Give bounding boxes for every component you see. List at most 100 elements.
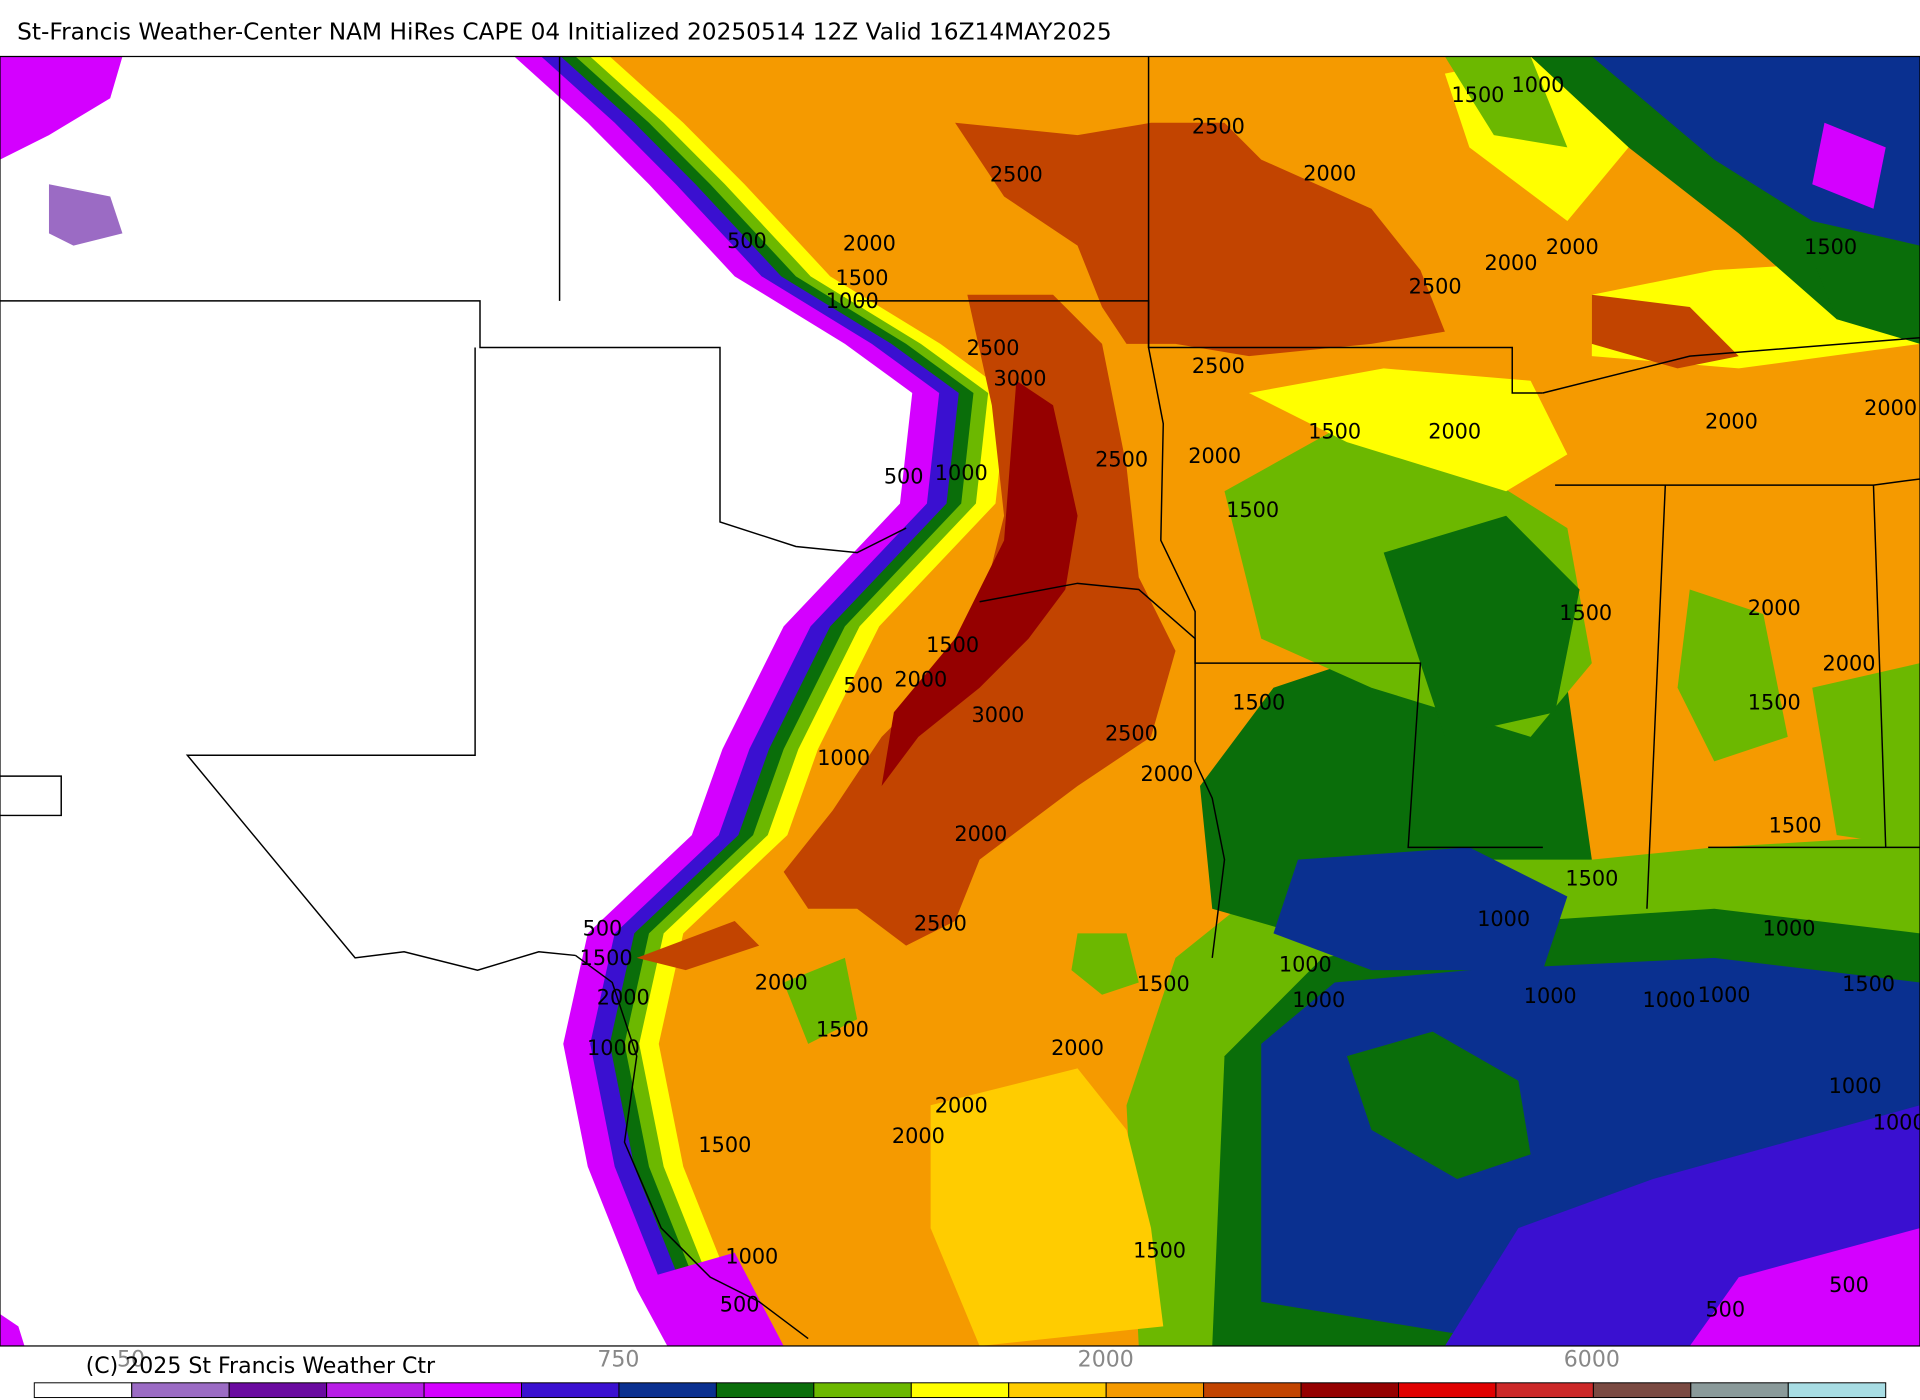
state-borders [0, 56, 1920, 1340]
contour-label: 2500 [1095, 448, 1148, 472]
contour-label: 2000 [894, 667, 947, 691]
cape-region [881, 380, 1078, 786]
contour-label: 1500 [1137, 972, 1190, 996]
cape-region [1677, 589, 1788, 762]
cape-region [648, 1252, 784, 1346]
cape-region [1248, 368, 1568, 492]
cape-region [1591, 294, 1739, 369]
colorbar-swatch [1008, 1382, 1107, 1399]
contour-label: 1500 [816, 1017, 869, 1041]
contour-label: 2000 [1140, 762, 1193, 786]
colorbar-swatch [1300, 1382, 1399, 1399]
colorbar-tick-label: 2000 [1078, 1348, 1134, 1373]
contour-label: 2000 [1546, 235, 1599, 259]
contour-label: 2000 [954, 822, 1007, 846]
contour-label: 2000 [1485, 251, 1538, 275]
contour-label: 1500 [1308, 419, 1361, 443]
colorbar-swatch [228, 1382, 328, 1399]
contour-label: 1500 [1769, 813, 1822, 837]
contour-label: 1000 [725, 1245, 778, 1269]
contour-label: 1500 [1232, 691, 1285, 715]
border [0, 300, 907, 554]
contour-label: 1500 [1133, 1238, 1186, 1262]
contour-label: 1500 [1559, 601, 1612, 625]
contour-label: 1000 [1524, 984, 1577, 1008]
contour-label: 2500 [1409, 274, 1462, 298]
contour-label: 1500 [836, 266, 889, 290]
contour-label: 500 [1829, 1273, 1869, 1297]
contour-label: 1500 [926, 633, 979, 657]
colorbar-tick-label: 750 [597, 1348, 639, 1373]
border [1646, 485, 1667, 909]
contour-label: 500 [720, 1292, 760, 1316]
colorbar-swatch [1495, 1382, 1594, 1399]
cape-region [955, 122, 1445, 357]
cape-region [1812, 122, 1886, 209]
contour-label: 2500 [1192, 354, 1245, 378]
border [979, 582, 1226, 958]
contour-label: 1000 [1511, 73, 1564, 97]
cape-region [930, 1068, 1164, 1346]
contour-label: 1000 [1643, 988, 1696, 1012]
cape-region [1273, 847, 1568, 971]
contour-label: 500 [843, 673, 883, 697]
contour-label: 3000 [994, 366, 1047, 390]
contour-label: 2000 [935, 1093, 988, 1117]
contour-label: 500 [884, 465, 924, 489]
cape-region [1591, 56, 1920, 246]
contour-label: 1000 [826, 289, 879, 313]
contour-label: 2000 [892, 1124, 945, 1148]
contour-label: 2000 [843, 231, 896, 255]
contour-label: 1500 [1748, 691, 1801, 715]
cape-region [1812, 663, 1920, 848]
cape-region [0, 1314, 25, 1346]
colorbar-swatch [1787, 1382, 1887, 1399]
colorbar-swatch [326, 1382, 425, 1399]
contour-label: 500 [583, 917, 623, 941]
colorbar-swatch [521, 1382, 620, 1399]
contour-label: 1000 [1292, 988, 1345, 1012]
cape-region [0, 56, 123, 160]
contour-label: 1500 [1226, 498, 1279, 522]
contour-label: 2500 [1192, 115, 1245, 139]
colorbar-tick-label: 6000 [1564, 1348, 1620, 1373]
contour-label: 1500 [1842, 972, 1895, 996]
contour-label: 1000 [1279, 952, 1332, 976]
contour-label: 2000 [1188, 444, 1241, 468]
contour-label: 500 [1705, 1297, 1745, 1321]
colorbar-tick-label: 50 [117, 1348, 145, 1373]
border [185, 347, 576, 971]
colorbar-swatch [1398, 1382, 1497, 1399]
contour-label: 500 [727, 229, 767, 253]
colorbar-swatch [618, 1382, 717, 1399]
cape-region [1444, 56, 1568, 148]
contour-label: 1000 [817, 746, 870, 770]
cape-region [783, 957, 858, 1044]
cape-region [48, 184, 123, 246]
contour-label: 2000 [597, 985, 650, 1009]
colorbar-swatch [1203, 1382, 1302, 1399]
cape-region [1689, 1228, 1920, 1346]
cape-field [0, 56, 1920, 1346]
border [1147, 56, 1543, 849]
contour-label: 1000 [1829, 1074, 1882, 1098]
contour-label: 1000 [1698, 983, 1751, 1007]
contour-label: 1000 [1477, 907, 1530, 931]
border [0, 775, 62, 817]
colorbar: 50 750 2000 6000 [33, 1348, 1887, 1399]
contour-label: 1500 [1451, 83, 1504, 107]
contour-label: 2000 [1823, 651, 1876, 675]
contour-label: 2500 [914, 912, 967, 936]
contour-label: 2500 [990, 163, 1043, 187]
border [857, 300, 1543, 394]
border [575, 954, 809, 1340]
contour-label: 2000 [1303, 161, 1356, 185]
colorbar-swatch [715, 1382, 815, 1399]
contour-label: 2000 [1428, 419, 1481, 443]
colorbar-swatch [423, 1382, 522, 1399]
contour-label: 2000 [755, 971, 808, 995]
contour-label: 1500 [1804, 235, 1857, 259]
